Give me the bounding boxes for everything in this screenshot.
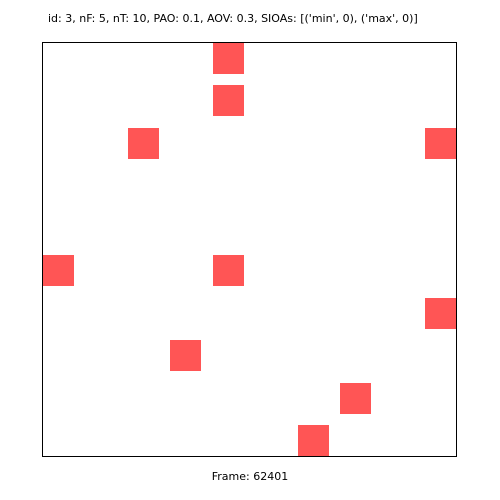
frame-label: Frame: [211,470,250,483]
object-square [298,425,329,456]
object-square [128,128,159,159]
frame-number: 62401 [253,470,289,483]
frame-counter: Frame: 62401 [0,470,500,483]
object-square [213,255,244,286]
object-square [170,340,201,371]
object-square [43,255,74,286]
header-text: id: 3, nF: 5, nT: 10, PAO: 0.1, AOV: 0.3… [48,12,418,25]
object-square [425,128,456,159]
object-square [425,298,456,329]
object-square [213,85,244,116]
object-square [340,383,371,414]
frame-canvas [42,42,457,457]
object-square [213,43,244,74]
